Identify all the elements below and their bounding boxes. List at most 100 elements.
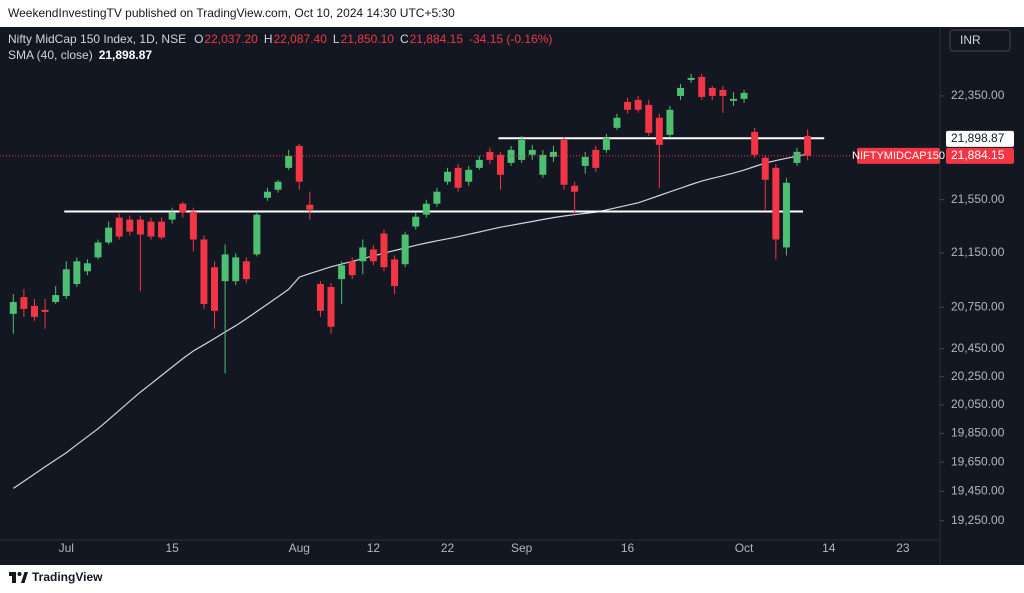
legend-symbol: Nifty MidCap 150 Index, 1D, NSE [8,32,186,46]
candle-body [306,204,314,210]
candle-body [348,261,356,276]
candle-body [475,159,483,168]
candle-body [369,249,377,262]
legend-key: C [400,32,409,46]
sma-price-box [946,130,1014,147]
candle-body [581,156,589,166]
candle-body [62,269,70,297]
candle-body [20,297,28,309]
candle-body [518,139,526,160]
legend-sma-name: SMA (40, close) [8,48,93,62]
publisher-text: WeekendInvestingTV published on TradingV… [8,6,455,20]
candle-body [655,117,663,145]
y-tick-label: 21,550.00 [951,192,1005,206]
candle-body [729,98,737,101]
candle-body [380,233,388,268]
candle-body [687,77,695,80]
footer-brand: TradingView [32,570,103,584]
candle-body [189,211,197,240]
symbol-tag-box [857,147,940,164]
candle-body [327,287,335,327]
candle-body [761,157,769,180]
candle-body [793,151,801,163]
candle-body [804,136,812,156]
last-price-label: 21,884.15 [951,148,1005,162]
candle-body [211,267,219,311]
candle-body [677,87,685,96]
x-tick-label: 14 [822,541,836,555]
chart-panel [0,27,1024,565]
candle-body [782,182,790,248]
candle-body [571,185,579,192]
y-tick-label: 20,450.00 [951,341,1005,355]
candle-body [772,167,780,240]
sma-price-label: 21,898.87 [951,131,1005,145]
candle-body [444,171,452,182]
candle-body [751,131,759,155]
candle-body [359,247,367,262]
candle-body [496,154,504,175]
y-tick-label: 19,450.00 [951,483,1005,497]
candle-body [200,239,208,304]
symbol-tag: NIFTYMIDCAP150 [852,150,945,162]
candle-body [645,104,653,133]
candle-body [740,92,748,99]
candle-body [391,259,399,287]
candle-body [221,254,229,282]
candle-body [105,227,113,243]
candle-body [158,221,166,238]
candle-body [168,212,176,220]
header-bar [0,0,1024,27]
y-tick-label: 20,050.00 [951,397,1005,411]
candle-body [401,234,409,265]
sma-line [12,153,808,489]
legend-value: 22,037.20 [204,32,258,46]
candle-body [634,99,642,110]
x-tick-label: 22 [441,541,455,555]
currency-label: INR [960,33,981,47]
x-tick-label: Jul [59,541,74,555]
legend-key: L [333,32,340,46]
candle-body [115,217,123,237]
candle-body [507,149,515,163]
legend-value: 22,087.40 [273,32,327,46]
candle-body [454,167,462,188]
candle-body [253,214,261,255]
candle-body [147,221,155,237]
candle-body [698,76,706,97]
x-tick-label: 23 [896,541,910,555]
candle-body [549,151,557,157]
candle-body [126,219,134,232]
x-tick-label: 16 [621,541,635,555]
legend-value: 21,850.10 [341,32,395,46]
candle-body [422,203,430,215]
candle-body [316,284,324,311]
y-tick-label: 19,850.00 [951,426,1005,440]
candle-body [41,309,49,312]
candle-body [136,219,144,235]
y-tick-label: 22,350.00 [951,88,1005,102]
candle-body [179,203,187,213]
candle-body [412,216,420,227]
candle-body [52,295,60,303]
candle-body [242,261,250,280]
x-tick-label: Aug [289,541,310,555]
currency-button[interactable] [949,29,1011,52]
candle-body [295,145,303,182]
legend-key: H [264,32,273,46]
candle-body [263,191,271,198]
candle-body [666,109,674,135]
candle-body [465,169,473,182]
x-tick-label: 15 [165,541,179,555]
candle-body [433,191,441,204]
candle-body [73,261,81,285]
candle-body [539,154,547,175]
x-tick-label: Sep [511,541,533,555]
candle-body [560,139,568,185]
y-tick-label: 21,150.00 [951,245,1005,259]
y-tick-label: 20,250.00 [951,369,1005,383]
x-tick-label: Oct [735,541,754,555]
candle-body [83,263,91,272]
candle-body [613,117,621,128]
